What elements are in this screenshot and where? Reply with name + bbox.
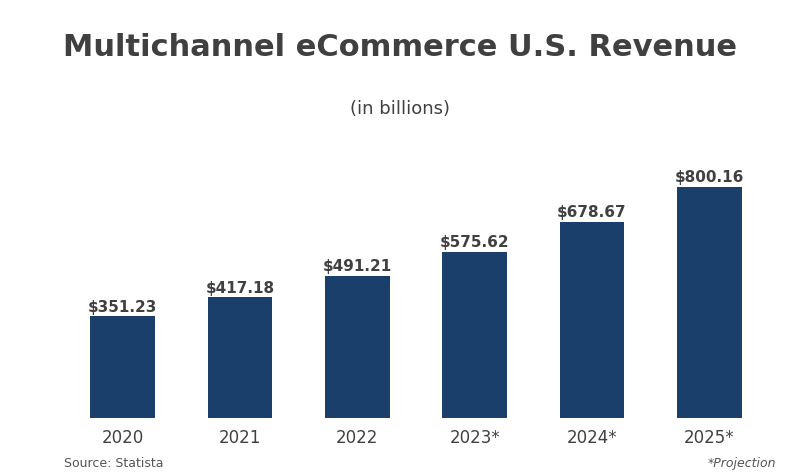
Bar bbox=[325, 276, 390, 418]
Text: Multichannel eCommerce U.S. Revenue: Multichannel eCommerce U.S. Revenue bbox=[63, 33, 737, 62]
Text: $575.62: $575.62 bbox=[440, 235, 510, 250]
Text: (in billions): (in billions) bbox=[350, 100, 450, 118]
Bar bbox=[208, 297, 272, 418]
Text: $800.16: $800.16 bbox=[674, 170, 744, 185]
Bar bbox=[677, 187, 742, 418]
Text: $417.18: $417.18 bbox=[206, 281, 274, 295]
Text: *Projection: *Projection bbox=[707, 457, 776, 470]
Bar bbox=[90, 316, 155, 418]
Text: $351.23: $351.23 bbox=[88, 300, 158, 315]
Text: Source: Statista: Source: Statista bbox=[64, 457, 163, 470]
Text: $491.21: $491.21 bbox=[322, 259, 392, 274]
Text: $678.67: $678.67 bbox=[557, 205, 627, 220]
Bar bbox=[560, 222, 624, 418]
Bar bbox=[442, 252, 507, 418]
